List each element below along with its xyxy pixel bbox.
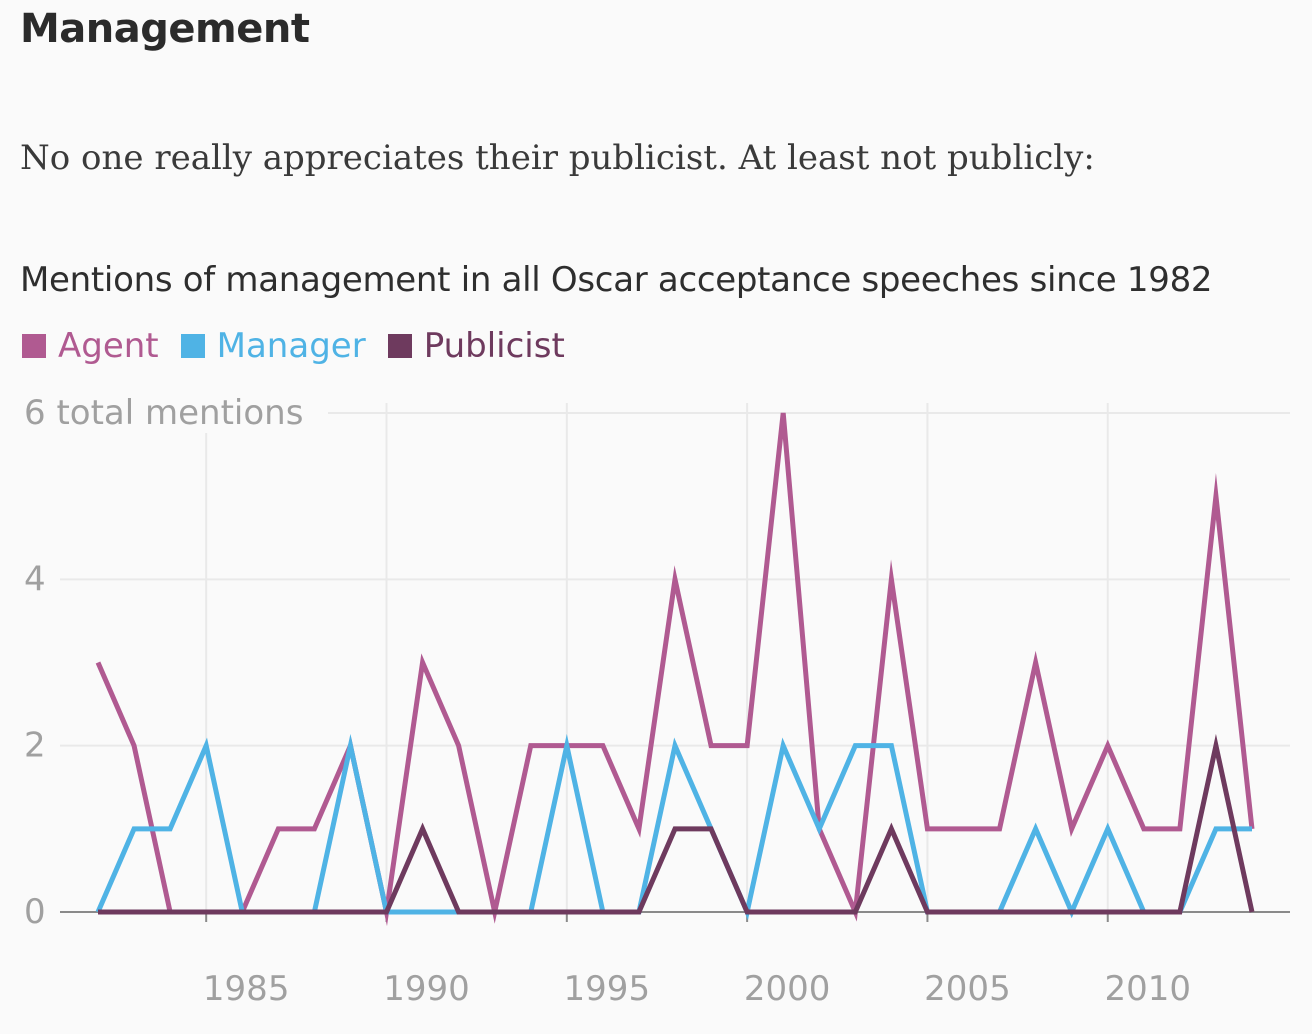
- x-tick-label: 2005: [924, 969, 1011, 1009]
- y-tick-label: 2: [24, 726, 46, 766]
- series-line-publicist: [98, 733, 1255, 915]
- legend-swatch-manager: [180, 334, 205, 358]
- series-line-agent: [95, 412, 1255, 927]
- legend-swatch-publicist: [387, 334, 412, 358]
- chart-title: Mentions of management in all Oscar acce…: [20, 260, 1213, 300]
- legend-item-manager: Manager: [180, 326, 366, 366]
- legend-item-publicist: Publicist: [387, 326, 565, 366]
- x-tick-label: 2010: [1104, 969, 1191, 1009]
- x-tick-label: 1990: [383, 969, 470, 1009]
- legend-item-agent: Agent: [22, 326, 159, 366]
- y-tick-label: 6 total mentions: [24, 393, 303, 433]
- y-tick-label: 0: [24, 892, 46, 932]
- x-tick-label: 2000: [744, 969, 831, 1009]
- legend-label-manager: Manager: [216, 326, 366, 366]
- x-tick-label: 1985: [203, 969, 290, 1009]
- legend-label-agent: Agent: [58, 326, 159, 366]
- section-title: Management: [20, 6, 310, 52]
- x-tick-label: 1995: [564, 969, 651, 1009]
- legend-swatch-agent: [22, 334, 46, 358]
- y-tick-label: 4: [24, 559, 46, 599]
- legend-label-publicist: Publicist: [423, 326, 565, 366]
- intro-text: No one really appreciates their publicis…: [20, 138, 1095, 178]
- chart-legend: Agent Manager Publicist: [22, 326, 587, 366]
